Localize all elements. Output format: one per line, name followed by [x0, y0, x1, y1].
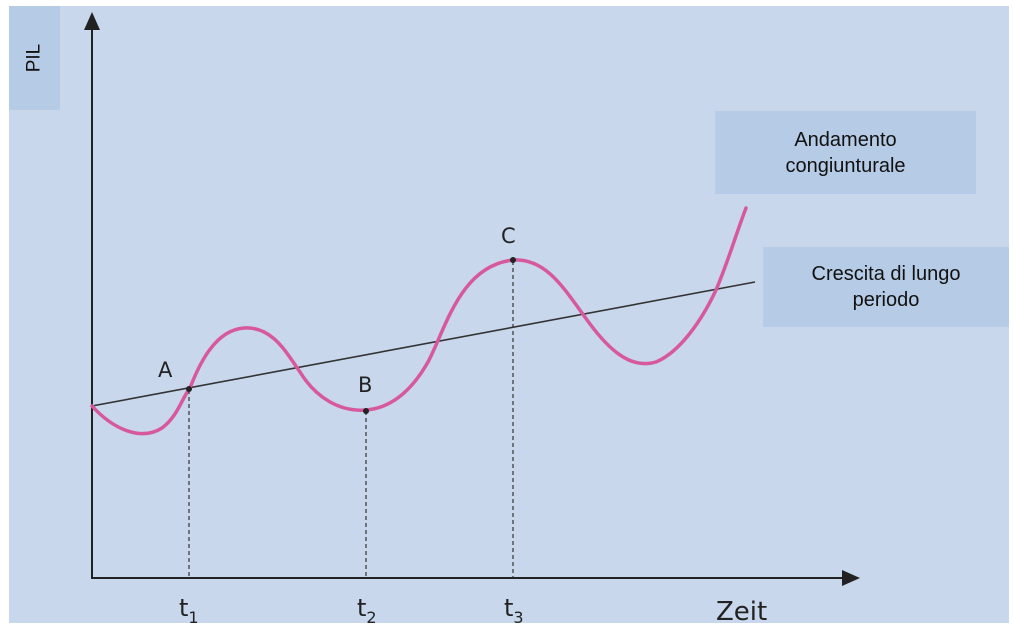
point-b-marker [363, 408, 369, 414]
x-axis-label: Zeit [716, 597, 767, 627]
trend-legend-box: Crescita di lungo periodo [763, 247, 1009, 327]
cycle-legend-box: Andamento congiunturale [715, 111, 976, 194]
point-c-label: C [501, 224, 516, 248]
trend-line [91, 281, 756, 407]
point-a-label: A [158, 358, 173, 382]
trend-label: Crescita di lungo periodo [811, 263, 961, 311]
tick-label-t2: t2 [357, 594, 377, 627]
y-axis-label-box: PIL [9, 6, 60, 110]
point-a-marker [186, 386, 192, 392]
x-axis-arrow [842, 570, 860, 586]
tick-label-t3: t3 [504, 594, 524, 627]
point-c-marker [510, 257, 516, 263]
point-b-label: B [358, 373, 372, 397]
cycle-curve [90, 206, 748, 436]
tick-label-t1: t1 [179, 594, 199, 627]
y-axis-label: PIL [23, 43, 45, 73]
y-axis-arrow [84, 12, 100, 30]
cycle-label: Andamento congiunturale [785, 128, 906, 177]
